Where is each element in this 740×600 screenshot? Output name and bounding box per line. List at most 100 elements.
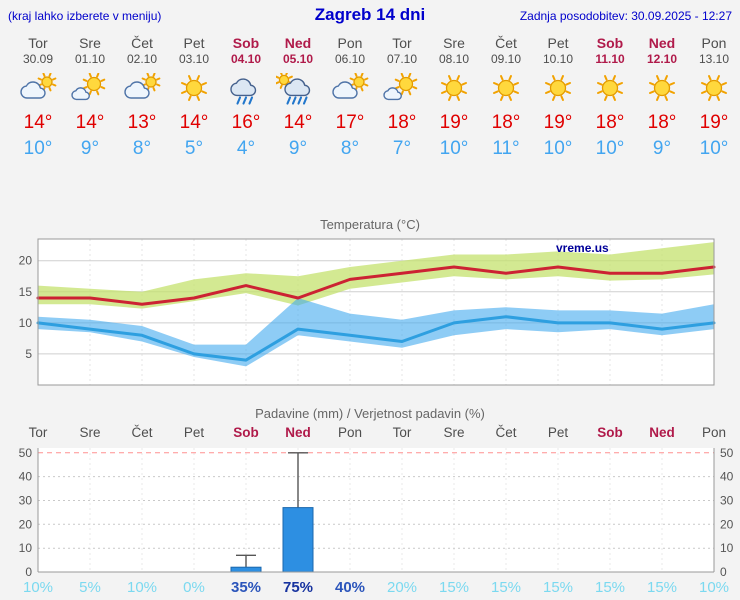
- day-name: Pon: [337, 35, 363, 51]
- precip-day-label: Tor: [28, 425, 48, 440]
- high-temp: 19°: [543, 112, 573, 133]
- day-date: 04.10: [230, 52, 262, 66]
- svg-text:50: 50: [19, 446, 33, 460]
- precip-probability: 15%: [542, 579, 574, 596]
- day-column[interactable]: Pet 10.10 19° 10°: [532, 35, 584, 161]
- high-temp: 17°: [335, 112, 365, 133]
- high-temp: 18°: [387, 112, 417, 133]
- day-date: 02.10: [126, 52, 158, 66]
- rain-icon: [220, 73, 272, 107]
- high-temp: 13°: [127, 112, 157, 133]
- sun-icon: [636, 73, 688, 107]
- location-menu-note: (kraj lahko izberete v meniju): [8, 9, 162, 23]
- precip-probability: 35%: [230, 579, 262, 596]
- svg-text:10: 10: [720, 541, 734, 555]
- low-temp: 11°: [492, 138, 520, 159]
- low-temp: 5°: [184, 138, 204, 159]
- precip-probability: 20%: [386, 579, 418, 596]
- precip-day-label: Tor: [392, 425, 412, 440]
- day-date: 01.10: [74, 52, 106, 66]
- precip-probability: 15%: [438, 579, 470, 596]
- day-date: 09.10: [490, 52, 522, 66]
- svg-text:15: 15: [19, 285, 33, 299]
- svg-text:20: 20: [720, 517, 734, 531]
- day-name: Ned: [648, 35, 676, 51]
- high-temp: 14°: [23, 112, 53, 133]
- day-column[interactable]: Pon 06.10 17° 8°: [324, 35, 376, 161]
- header-bar: (kraj lahko izberete v meniju) Zagreb 14…: [0, 0, 740, 25]
- day-column[interactable]: Pon 13.10 19° 10°: [688, 35, 740, 161]
- high-temp: 18°: [647, 112, 677, 133]
- sun-icon: [168, 73, 220, 107]
- day-name: Sre: [443, 35, 465, 51]
- day-name: Tor: [392, 35, 412, 51]
- high-temp: 16°: [231, 112, 261, 133]
- low-temp: 9°: [80, 138, 100, 159]
- day-name: Sob: [596, 35, 624, 51]
- day-column[interactable]: Čet 09.10 18° 11°: [480, 35, 532, 161]
- svg-text:20: 20: [19, 517, 33, 531]
- sun-icon: [428, 73, 480, 107]
- svg-text:5: 5: [25, 347, 32, 361]
- high-temp: 18°: [595, 112, 625, 133]
- forecast-days-row: Tor 30.09 14° 10° Sre 01.10 14° 9° Čet 0…: [12, 35, 740, 161]
- day-column[interactable]: Sre 01.10 14° 9°: [64, 35, 116, 161]
- precip-day-label: Pon: [337, 425, 363, 440]
- precip-day-label: Čet: [131, 425, 153, 440]
- day-column[interactable]: Čet 02.10 13° 8°: [116, 35, 168, 161]
- sun-cloud-icon: [64, 72, 116, 107]
- precipitation-chart: 0 0 10 10 20 20 30 30 40 40 50 50: [19, 446, 734, 579]
- svg-text:10: 10: [19, 541, 33, 555]
- day-date: 12.10: [646, 52, 678, 66]
- day-column[interactable]: Tor 07.10 18° 7°: [376, 35, 428, 161]
- watermark-link[interactable]: vreme.us: [556, 241, 609, 255]
- day-date: 06.10: [334, 52, 366, 66]
- low-temp: 10°: [23, 138, 53, 159]
- high-temp: 14°: [75, 112, 105, 133]
- svg-text:40: 40: [720, 470, 734, 484]
- precip-days-row: Tor Sre Čet Pet Sob Ned Pon Tor Sre Čet Pet Sob Ned P…: [12, 425, 740, 443]
- sun-icon: [532, 73, 584, 107]
- day-name: Tor: [28, 35, 48, 51]
- page-title: Zagreb 14 dni: [314, 5, 426, 24]
- precip-probability: 75%: [282, 579, 314, 596]
- last-updated: Zadnja posodobitev: 30.09.2025 - 12:27: [519, 9, 732, 23]
- day-name: Pon: [701, 35, 727, 51]
- day-column[interactable]: Sre 08.10 19° 10°: [428, 35, 480, 161]
- day-date: 13.10: [698, 52, 730, 66]
- low-temp: 7°: [392, 138, 412, 159]
- precip-probability: 5%: [79, 579, 101, 596]
- temperature-chart-area: 5 10 15 20 vreme.us: [0, 233, 740, 391]
- day-name: Čet: [131, 35, 153, 51]
- low-temp: 9°: [652, 138, 672, 159]
- precip-day-label: Sre: [443, 425, 465, 440]
- svg-text:0: 0: [720, 565, 727, 579]
- day-date: 10.10: [542, 52, 574, 66]
- day-column[interactable]: Ned 05.10 14° 9°: [272, 35, 324, 161]
- low-temp: 10°: [595, 138, 625, 159]
- day-date: 07.10: [386, 52, 418, 66]
- svg-text:20: 20: [19, 254, 33, 268]
- day-column[interactable]: Ned 12.10 18° 9°: [636, 35, 688, 161]
- day-date: 03.10: [178, 52, 210, 66]
- high-temp: 19°: [439, 112, 469, 133]
- low-temp: 9°: [288, 138, 308, 159]
- precip-probability: 40%: [334, 579, 366, 596]
- precip-probability: 10%: [22, 579, 54, 596]
- day-column[interactable]: Tor 30.09 14° 10°: [12, 35, 64, 161]
- sun-icon: [480, 73, 532, 107]
- day-name: Sre: [79, 35, 101, 51]
- low-temp: 8°: [340, 138, 360, 159]
- day-column[interactable]: Sob 04.10 16° 4°: [220, 35, 272, 161]
- precip-probability: 10%: [126, 579, 158, 596]
- precip-day-label: Pet: [547, 425, 569, 440]
- svg-text:40: 40: [19, 470, 33, 484]
- rain-sun-icon: [272, 71, 324, 107]
- precip-day-label: Ned: [649, 425, 675, 440]
- day-date: 08.10: [438, 52, 470, 66]
- svg-text:10: 10: [19, 316, 33, 330]
- day-column[interactable]: Pet 03.10 14° 5°: [168, 35, 220, 161]
- day-column[interactable]: Sob 11.10 18° 10°: [584, 35, 636, 161]
- temperature-chart-title: Temperatura (°C): [320, 217, 420, 232]
